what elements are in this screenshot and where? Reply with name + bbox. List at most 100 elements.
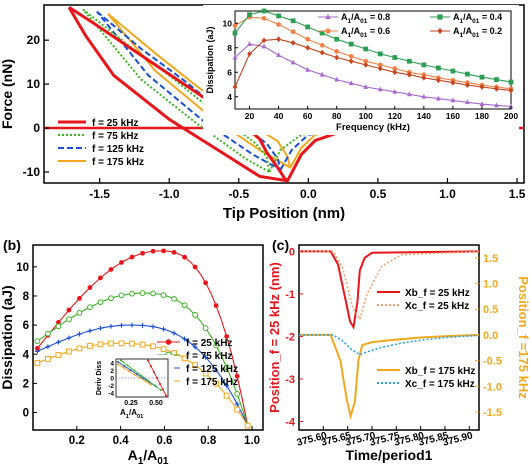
panel-b-point (87, 304, 93, 311)
inset-point (363, 84, 369, 89)
inset-point (319, 71, 325, 77)
b-x-tick-label: 0.2 (69, 435, 85, 447)
inset-legend-label-part: 1 (348, 18, 352, 25)
panel-b-x-axis-label: A1/A01 (128, 447, 169, 466)
panel-c-label: (c) (272, 237, 289, 253)
panel-c: 375.60375.65375.70375.75375.80375.85375.… (267, 237, 530, 463)
deriv-point (160, 389, 162, 392)
inset-point (494, 85, 499, 92)
b-x-tick-label: 0.8 (200, 435, 217, 447)
panel-b-point (224, 334, 230, 339)
deriv-point (165, 394, 167, 397)
y-tick-label: 0 (33, 121, 40, 135)
deriv-x-axis-label-part: 1 (126, 414, 130, 420)
inset-point (261, 15, 267, 21)
inset-point (247, 12, 252, 18)
c-right-tick-label: -0.5 (483, 356, 502, 368)
inset-point (421, 62, 427, 68)
inset-point (319, 30, 325, 36)
deriv-point (159, 382, 161, 385)
panel-b-point (223, 364, 230, 371)
inset-point (421, 74, 427, 81)
panel-b-point (182, 336, 187, 342)
inset-point (348, 80, 354, 86)
panel-b-point (108, 295, 114, 302)
c-left-tick-label: -3 (285, 374, 295, 386)
inset-point (334, 76, 340, 82)
deriv-point (133, 373, 136, 376)
inset-point (261, 43, 267, 49)
inset-x-tick-label: 180 (475, 111, 489, 121)
inset-y-tick-label: 10 (223, 18, 233, 28)
deriv-point (150, 365, 152, 368)
deriv-point (128, 370, 130, 373)
inset-point (363, 62, 369, 68)
inset-x-tick-label: 160 (446, 111, 460, 121)
panel-b-point (181, 302, 188, 309)
panel-b-point (160, 292, 167, 298)
inset-point (406, 58, 412, 64)
inset-point (334, 49, 340, 54)
panel-b-point (150, 248, 156, 254)
panel-b-point (77, 295, 82, 301)
c-right-tick-label: 1.0 (483, 279, 498, 291)
inset-legend-label-part: 01 (360, 32, 368, 39)
inset-point (450, 79, 456, 86)
c-left-tick-label: -2 (285, 331, 295, 343)
panel-b-point (34, 338, 41, 345)
force-tail (286, 126, 518, 182)
deriv-x-tick-label: 0.50 (149, 400, 163, 407)
inset-point (479, 74, 485, 80)
b-y-tick-label: 4 (23, 349, 30, 361)
panel-b-point (150, 343, 156, 350)
panel-b-point (150, 324, 156, 330)
panel-b-point (150, 290, 156, 297)
inset-legend-label: A1/A01 = 0.6 (341, 26, 390, 39)
inset-point (421, 93, 427, 99)
inset-legend-label-part: A (341, 12, 348, 22)
x-tick-label: 1.0 (439, 187, 456, 201)
inset-legend-label-part: = 0.2 (479, 26, 502, 36)
c-right-tick-label: 0.5 (483, 304, 498, 316)
b-legend-marker (165, 339, 172, 345)
panel-b-point (55, 352, 62, 358)
panel-b-point (66, 307, 72, 313)
deriv-point (123, 365, 126, 368)
panel-c-curves (299, 250, 480, 421)
panel-b-point (108, 324, 114, 329)
inset-point (508, 87, 514, 94)
panel-b-point (118, 340, 125, 347)
panel-b-point (140, 250, 145, 256)
inset-x-axis-label: Frequency (kHz) (336, 122, 410, 133)
panel-b-point (224, 383, 230, 388)
deriv-point (144, 380, 147, 383)
inset-point (247, 50, 252, 57)
b-legend-label: f = 125 kHz (186, 364, 238, 375)
inset-x-tick-label: 200 (504, 111, 518, 121)
legend-label: f = 75 kHz (92, 131, 138, 142)
inset-x-tick-label: 120 (388, 111, 402, 121)
panel-b-point (45, 344, 51, 350)
inset-legend-label-part: = 0.8 (367, 12, 390, 22)
b-legend-label: f = 25 kHz (186, 338, 232, 349)
x-tick-label: -1.5 (89, 187, 110, 201)
deriv-point (120, 359, 122, 362)
panel-b-point (119, 260, 124, 265)
inset-point (377, 62, 383, 68)
deriv-x-axis-label: A1/A01 (120, 408, 144, 420)
panel-b-point (181, 355, 188, 362)
panel-b-point (129, 290, 135, 297)
panel-c-series-line (299, 333, 480, 421)
panel-b-point (87, 343, 93, 349)
inset-point (450, 68, 456, 74)
panel-b-point (66, 335, 72, 341)
inset-point (348, 41, 354, 47)
inset-point (348, 58, 354, 65)
deriv-y-tick-label: -2 (108, 383, 114, 390)
panel-b-point (213, 367, 219, 373)
c-right-tick-label: -1.0 (483, 381, 502, 393)
inset-legend-label-part: 01 (472, 18, 480, 25)
inset-point (392, 55, 398, 60)
